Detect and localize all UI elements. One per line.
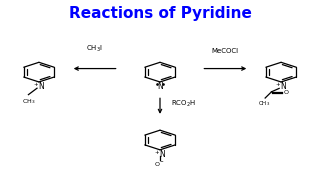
Text: $^+$N: $^+$N bbox=[153, 148, 167, 160]
Text: O$^-$: O$^-$ bbox=[155, 160, 165, 168]
Text: $^+$N: $^+$N bbox=[32, 81, 46, 92]
Text: CH$_3$: CH$_3$ bbox=[259, 100, 271, 108]
Text: MeCOCl: MeCOCl bbox=[212, 48, 239, 54]
Text: CH$_3$I: CH$_3$I bbox=[86, 44, 103, 54]
Text: $^+$N: $^+$N bbox=[274, 81, 288, 92]
Text: Reactions of Pyridine: Reactions of Pyridine bbox=[68, 6, 252, 21]
Text: N: N bbox=[157, 82, 163, 91]
Text: RCO$_2$H: RCO$_2$H bbox=[171, 99, 196, 109]
Text: O: O bbox=[283, 90, 288, 95]
Text: CH$_3$: CH$_3$ bbox=[22, 97, 35, 106]
